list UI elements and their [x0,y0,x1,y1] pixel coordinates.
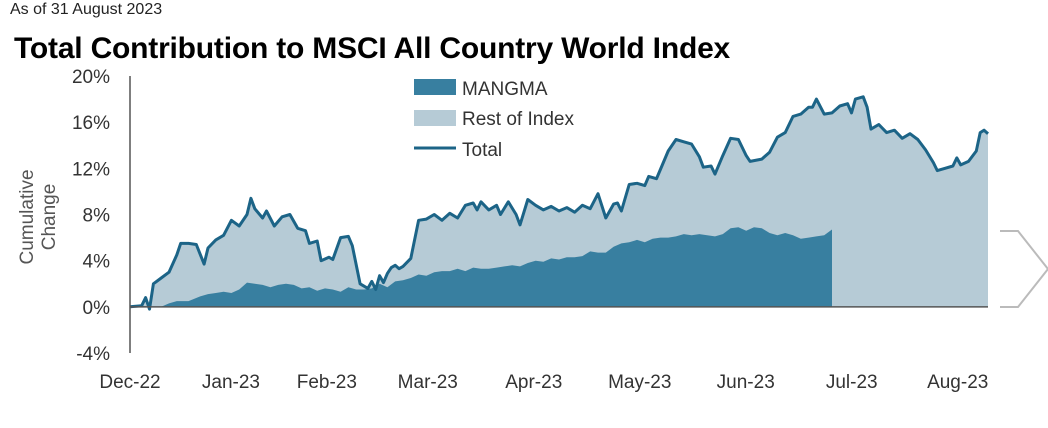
y-tick-label: 16% [72,113,110,134]
legend-label-mangma: MANGMA [462,79,548,100]
x-tick-label: Aug-23 [927,372,988,393]
chart-axes [129,76,988,353]
legend-swatch-rest-of-index [414,110,456,126]
x-tick-label: Jun-23 [717,372,775,393]
legend-label-rest-of-index: Rest of Index [462,109,574,130]
y-tick-label: -4% [76,344,110,365]
x-tick-label: Dec-22 [99,372,160,393]
legend-label-total: Total [462,140,502,161]
y-tick-label: 4% [83,252,111,273]
x-tick-label: Apr-23 [505,372,562,393]
chart-legend: MANGMA Rest of Index Total [414,79,574,161]
x-tick-label: Mar-23 [398,372,458,393]
callout-bracket [1000,230,1048,308]
y-tick-label: 12% [72,159,110,180]
x-tick-label: Jul-23 [826,372,878,393]
chart-title: Total Contribution to MSCI All Country W… [14,32,731,65]
x-axis-ticks: Dec-22 Jan-23 Feb-23 Mar-23 Apr-23 May-23 Jun-… [99,372,988,393]
x-tick-label: May-23 [608,372,671,393]
y-axis-label-line-1: Cumulative [17,169,38,264]
y-tick-label: 20% [72,67,110,88]
mangma-area [130,227,832,307]
x-tick-label: Jan-23 [202,372,260,393]
as-of-date: As of 31 August 2023 [10,1,163,18]
chart-areas [129,95,990,311]
y-tick-label: 8% [83,206,111,227]
y-tick-label: 0% [83,298,111,319]
y-axis-label-line-2: Change [39,184,60,251]
total-line [129,95,990,311]
y-axis-ticks: -4% 0% 4% 8% 12% 16% 20% [72,67,110,365]
x-tick-label: Feb-23 [297,372,357,393]
legend-swatch-mangma [414,79,456,95]
